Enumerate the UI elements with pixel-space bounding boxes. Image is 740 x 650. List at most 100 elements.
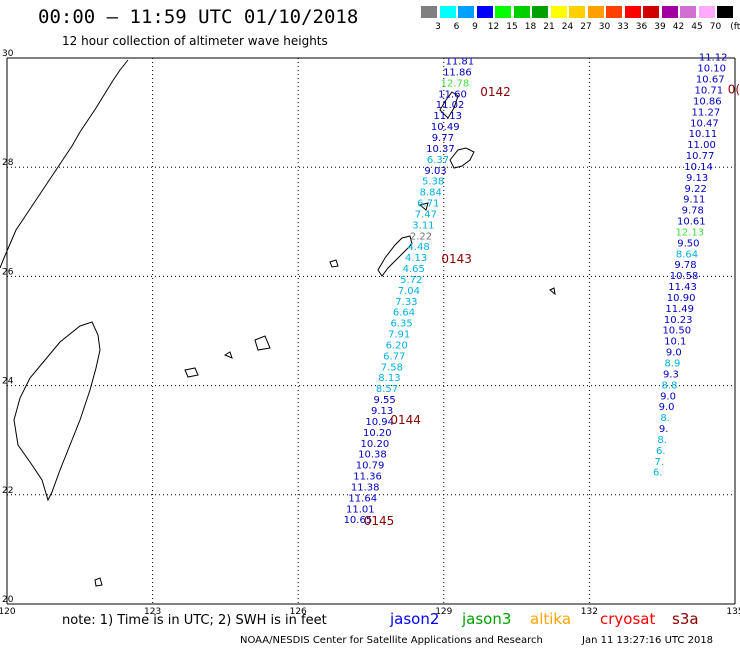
wave-height-label: 10.86	[693, 96, 722, 107]
wave-height-label: 9.50	[677, 238, 699, 249]
legend-label: 42	[672, 22, 685, 32]
pass-time-tag: 0144	[390, 413, 421, 427]
wave-height-label: 12.78	[441, 78, 470, 89]
wave-height-label: 10.90	[667, 293, 696, 304]
island	[549, 287, 556, 296]
island	[223, 351, 233, 359]
wave-height-label: 6.20	[386, 340, 408, 351]
lon-tick-label: 135	[726, 607, 740, 617]
wave-height-label: 11.64	[348, 493, 377, 504]
wave-height-label: 9.13	[686, 173, 708, 184]
island	[94, 577, 103, 587]
legend-label: 3	[435, 22, 441, 32]
wave-height-label: 11.27	[692, 107, 721, 118]
wave-height-label: 4.13	[405, 253, 427, 264]
legend-swatch	[513, 6, 530, 18]
legend-swatch	[587, 6, 604, 18]
altimeter-tracks: 11.8111.8612.7811.6011.0211.1310.499.771…	[344, 53, 728, 526]
wave-height-label: 11.81	[445, 57, 474, 68]
legend-label: 15	[506, 22, 518, 32]
island	[184, 367, 199, 378]
wave-height-label: 10.61	[677, 217, 706, 228]
lat-tick-label: 30	[2, 49, 14, 59]
pass-time-tag: 0143	[441, 252, 472, 266]
wave-height-label: 10.65	[344, 515, 373, 526]
wave-height-label: 11.49	[665, 304, 694, 315]
satellite-name: altika	[530, 610, 572, 628]
lon-tick-label: 132	[581, 607, 598, 617]
wave-height-label: 8.64	[676, 249, 698, 260]
wave-height-label: 8.	[657, 435, 667, 446]
legend-swatch	[421, 6, 437, 18]
legend-label: 21	[543, 22, 555, 32]
lon-tick-label: 123	[144, 607, 161, 617]
pass-time-tag: 0(	[728, 82, 740, 96]
wave-height-label: 10.71	[694, 85, 723, 96]
wave-height-label: 10.67	[696, 75, 725, 86]
legend-swatch	[550, 6, 567, 18]
wave-height-label: 10.37	[426, 144, 455, 155]
legend-label: 24	[561, 22, 574, 32]
wave-height-label: 9.11	[683, 195, 705, 206]
wave-height-label: 8.	[660, 413, 670, 424]
wave-height-label: 9.78	[682, 206, 704, 217]
lon-tick-label: 129	[435, 607, 452, 617]
wave-height-label: 7.47	[415, 209, 437, 220]
wave-height-label: 6.35	[390, 319, 412, 330]
wave-height-label: 7.04	[398, 286, 420, 297]
wave-height-label: 9.0	[666, 348, 682, 359]
wave-height-label: 9.77	[432, 133, 454, 144]
amami-coastline	[449, 147, 475, 169]
legend-swatch	[458, 6, 474, 18]
legend-swatch	[661, 6, 678, 18]
pass-time-tag: 0142	[480, 85, 511, 99]
lon-tick-label: 120	[0, 607, 16, 617]
wave-height-label: 11.12	[699, 53, 728, 64]
satellite-name: jason2	[390, 610, 440, 628]
legend-swatch	[717, 6, 733, 18]
wave-height-label: 11.86	[443, 67, 472, 78]
satellite-name: s3a	[672, 610, 699, 628]
wave-height-label: 7.33	[395, 297, 417, 308]
wave-height-label: 11.02	[436, 100, 465, 111]
legend-label: 12	[487, 22, 500, 32]
wave-height-label: 8.8	[662, 380, 678, 391]
legend-swatch	[643, 6, 659, 18]
legend-swatch	[698, 6, 715, 18]
wave-height-label: 6.64	[393, 308, 415, 319]
legend-swatch	[476, 6, 493, 18]
legend-label: 30	[598, 22, 611, 32]
wave-height-label: 9.03	[424, 166, 446, 177]
wave-height-label: 11.01	[346, 504, 375, 515]
wave-height-label: 7.	[655, 457, 665, 468]
china-coastline	[0, 59, 129, 269]
legend-label: (ft)	[730, 22, 740, 32]
lat-tick-label: 24	[2, 377, 14, 387]
map-subtitle: 12 hour collection of altimeter wave hei…	[62, 34, 328, 48]
wave-height-label: 7.58	[381, 362, 403, 373]
lat-tick-label: 22	[2, 486, 13, 496]
legend-swatch	[439, 6, 456, 18]
legend-swatch	[624, 6, 641, 18]
wave-height-label: 10.77	[686, 151, 715, 162]
wave-height-label: 11.13	[433, 111, 462, 122]
wave-height-label: 9.13	[371, 406, 393, 417]
wave-height-label: 11.38	[351, 482, 380, 493]
wave-height-label: 10.20	[363, 428, 392, 439]
wave-height-label: 9.22	[685, 184, 707, 195]
wave-height-label: 4.48	[407, 242, 429, 253]
wave-height-label: 8.57	[376, 384, 398, 395]
wave-height-label: 7.91	[388, 330, 410, 341]
island	[254, 335, 271, 351]
legend-swatch	[680, 6, 696, 18]
satellite-name: jason3	[462, 610, 512, 628]
wave-height-label: 8.13	[378, 373, 400, 384]
wave-height-label: 3.11	[412, 220, 434, 231]
wave-height-label: 10.20	[361, 439, 390, 450]
lon-tick-label: 126	[290, 607, 307, 617]
legend-label: 27	[580, 22, 592, 32]
legend-label: 36	[635, 22, 648, 32]
legend-label: 9	[472, 22, 478, 32]
